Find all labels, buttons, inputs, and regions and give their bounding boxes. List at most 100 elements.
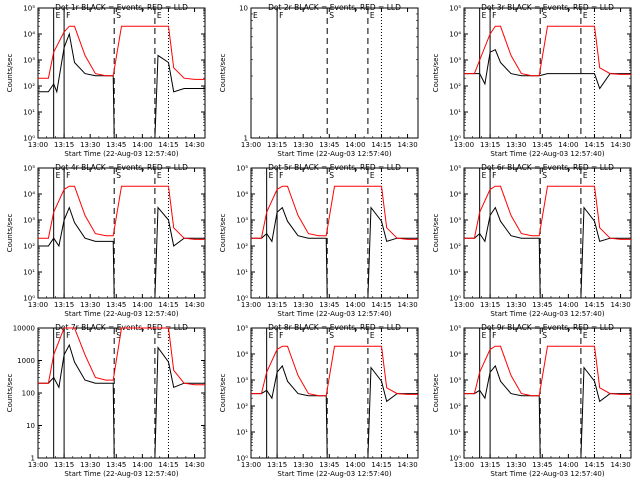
event-marker-label: E — [56, 331, 61, 340]
y-tick-label: 10⁴ — [449, 351, 461, 359]
y-tick-label: 10¹ — [23, 109, 35, 117]
event-marker-label: F — [66, 331, 70, 340]
series-line-lld — [464, 345, 631, 397]
x-axis-label: Start Time (22-Aug-03 12:57:40) — [490, 310, 604, 318]
event-marker-label: E — [370, 171, 375, 180]
event-marker-label: E — [583, 171, 588, 180]
y-tick-label: 10⁴ — [449, 191, 461, 199]
series-line-events — [251, 206, 418, 299]
x-axis-label: Start Time (22-Aug-03 12:57:40) — [277, 150, 391, 158]
chart-panel-8: Det 8r BLACK = Events, RED = LLD 10⁰ 10¹ 10… — [219, 323, 419, 478]
x-tick-label: 13:45 — [532, 141, 552, 149]
event-marker-label: E — [157, 331, 162, 340]
y-axis-label: Counts/sec — [6, 54, 14, 93]
chart-title: Det 4r BLACK = Events, RED = LLD — [55, 163, 188, 172]
event-marker-label: E — [269, 331, 274, 340]
series-line-lld — [251, 185, 418, 240]
x-tick-label: 14:00 — [558, 141, 578, 149]
y-tick-label: 100 — [22, 390, 35, 398]
chart-panel-6: Det 6r BLACK = Events, RED = LLD 10⁰ 10¹ 10… — [432, 163, 632, 318]
y-tick-label: 10² — [23, 243, 35, 251]
y-tick-label: 1000 — [17, 357, 35, 365]
y-axis-label: Counts/sec — [432, 214, 440, 253]
y-tick-label: 10⁵ — [236, 165, 248, 173]
x-tick-label: 13:15 — [480, 141, 500, 149]
chart-panel-5: Det 5r BLACK = Events, RED = LLD 10⁰ 10¹ 10… — [219, 163, 419, 318]
chart-title: Det 2r BLACK = Events, RED = LLD — [268, 3, 401, 12]
y-tick-label: 1 — [244, 135, 248, 143]
event-marker-label: E — [56, 171, 61, 180]
x-axis-label: Start Time (22-Aug-03 12:57:40) — [64, 470, 178, 478]
x-tick-label: 13:00 — [28, 301, 48, 309]
y-tick-label: 10000 — [13, 325, 35, 333]
event-marker-label: E — [253, 11, 258, 20]
y-tick-label: 10⁰ — [23, 135, 35, 143]
chart-title: Det 8r BLACK = Events, RED = LLD — [268, 323, 401, 332]
chart-title: Det 9r BLACK = Events, RED = LLD — [481, 323, 614, 332]
x-tick-label: 13:00 — [454, 461, 474, 469]
x-tick-label: 13:00 — [454, 301, 474, 309]
event-marker-label: E — [370, 331, 375, 340]
event-marker-label: E — [583, 11, 588, 20]
x-tick-label: 13:15 — [267, 461, 287, 469]
event-marker-label: F — [492, 11, 496, 20]
y-tick-label: 10⁵ — [449, 5, 461, 13]
x-tick-label: 13:15 — [267, 141, 287, 149]
y-tick-label: 10⁴ — [449, 31, 461, 39]
event-marker-label: S — [542, 11, 547, 20]
series-line-events — [464, 364, 631, 459]
event-marker-label: E — [56, 11, 61, 20]
y-tick-label: 10⁰ — [449, 135, 461, 143]
y-axis-label: Counts/sec — [432, 54, 440, 93]
y-axis-label: Counts/sec — [6, 214, 14, 253]
x-tick-label: 14:30 — [610, 141, 630, 149]
x-tick-label: 14:30 — [610, 461, 630, 469]
series-line-events — [464, 206, 631, 299]
y-tick-label: 10⁰ — [236, 295, 248, 303]
series-line-lld — [464, 185, 631, 240]
event-marker-label: F — [279, 171, 283, 180]
y-tick-label: 10¹ — [449, 109, 461, 117]
chart-title: Det 1r BLACK = Events, RED = LLD — [55, 3, 188, 12]
x-tick-label: 13:15 — [480, 461, 500, 469]
event-marker-label: E — [157, 11, 162, 20]
event-marker-label: F — [66, 11, 70, 20]
x-tick-label: 14:00 — [558, 301, 578, 309]
y-axis-label: Counts/sec — [219, 374, 227, 413]
x-tick-label: 13:30 — [80, 301, 100, 309]
chart-panel-4: Det 4r BLACK = Events, RED = LLD 10⁰ 10¹ 10… — [6, 163, 206, 318]
x-tick-label: 14:30 — [397, 141, 417, 149]
y-tick-label: 10² — [236, 403, 248, 411]
y-tick-label: 10³ — [236, 377, 248, 385]
chart-title: Det 3r BLACK = Events, RED = LLD — [481, 3, 614, 12]
x-tick-label: 13:30 — [80, 461, 100, 469]
chart-panel-2: Det 2r BLACK = Events, RED = LLD 1 10 13:00… — [219, 3, 419, 158]
x-axis-label: Start Time (22-Aug-03 12:57:40) — [64, 150, 178, 158]
x-tick-label: 13:45 — [319, 301, 339, 309]
x-tick-label: 13:00 — [454, 141, 474, 149]
series-line-events — [38, 32, 205, 139]
x-tick-label: 13:15 — [54, 141, 74, 149]
series-line-events — [464, 49, 631, 90]
y-tick-label: 10² — [449, 83, 461, 91]
x-tick-label: 14:30 — [184, 141, 204, 149]
y-tick-label: 10⁰ — [449, 455, 461, 463]
x-tick-label: 14:15 — [371, 141, 391, 149]
x-tick-label: 14:15 — [584, 461, 604, 469]
event-marker-label: E — [482, 171, 487, 180]
plot-frame — [463, 7, 632, 139]
y-tick-label: 10⁰ — [23, 295, 35, 303]
y-tick-label: 10³ — [449, 217, 461, 225]
x-axis-label: Start Time (22-Aug-03 12:57:40) — [64, 310, 178, 318]
series-line-lld — [464, 25, 631, 77]
x-tick-label: 14:30 — [397, 301, 417, 309]
event-marker-label: S — [116, 11, 121, 20]
x-axis-label: Start Time (22-Aug-03 12:57:40) — [277, 310, 391, 318]
y-tick-label: 10⁵ — [23, 165, 35, 173]
x-tick-label: 13:30 — [80, 141, 100, 149]
y-tick-label: 10¹ — [236, 429, 248, 437]
x-tick-label: 13:45 — [532, 301, 552, 309]
y-tick-label: 10⁵ — [23, 5, 35, 13]
series-line-lld — [251, 345, 418, 397]
